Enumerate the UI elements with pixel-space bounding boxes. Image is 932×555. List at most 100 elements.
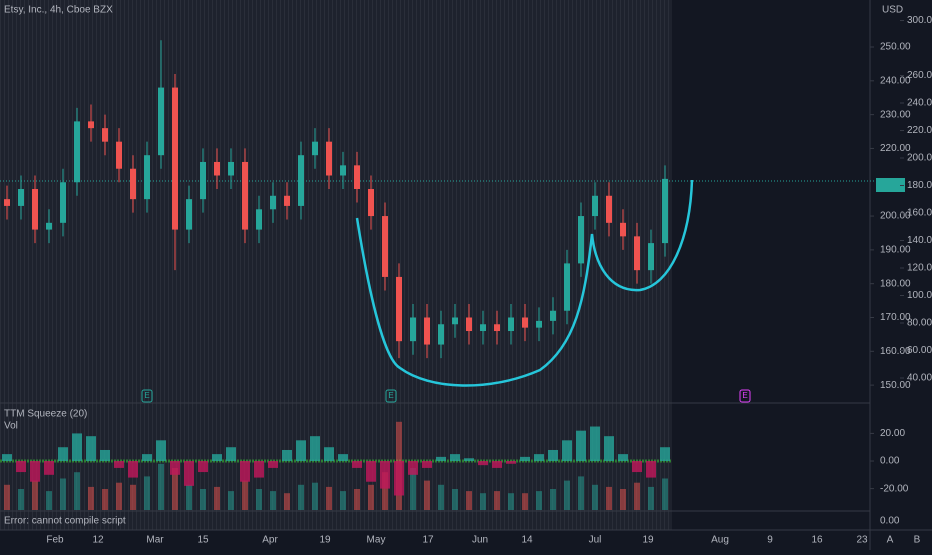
volume-label: Vol (4, 421, 18, 432)
volume-bar (242, 480, 248, 510)
y2-tick-label: 80.00 (907, 318, 932, 329)
volume-bar (382, 472, 388, 510)
y-tick-label: 170.00 (880, 312, 911, 323)
candle-body (60, 182, 66, 223)
volume-bar (592, 484, 598, 510)
squeeze-bar (86, 436, 96, 462)
squeeze-bar (268, 461, 278, 468)
squeeze-bar (646, 461, 656, 478)
volume-bar (172, 468, 178, 510)
candle-body (74, 121, 80, 183)
squeeze-bar (436, 456, 446, 462)
volume-bar (214, 486, 220, 510)
x-tick-label: Apr (262, 535, 278, 546)
squeeze-bar (604, 436, 614, 462)
candle-body (662, 178, 668, 244)
y-tick-label: 0.00 (880, 516, 900, 527)
y-tick-label: 230.00 (880, 109, 911, 120)
candle-body (4, 199, 10, 206)
candle-body (536, 320, 542, 328)
squeeze-bar (184, 461, 194, 486)
squeeze-bar (478, 461, 488, 466)
volume-bar (74, 472, 80, 510)
cup-handle-drawing (355, 179, 694, 387)
squeeze-bar (450, 454, 460, 462)
volume-bar (438, 484, 444, 510)
volume-bar (368, 484, 374, 510)
volume-bar (354, 489, 360, 510)
x-tick-label: Aug (711, 535, 729, 546)
volume-bar (4, 484, 10, 510)
volume-bar (326, 486, 332, 510)
squeeze-bar (16, 461, 26, 473)
y2-tick-label: 40.00 (907, 373, 932, 384)
y-tick-label: -20.00 (880, 483, 909, 494)
squeeze-bar (366, 461, 376, 482)
earnings-label: E (742, 391, 747, 400)
currency: USD (882, 5, 903, 16)
candle-body (550, 310, 556, 321)
squeeze-bar (72, 433, 82, 462)
candle-body (242, 161, 248, 230)
squeeze-bar (590, 426, 600, 462)
volume-bar (284, 493, 290, 510)
squeeze-bar (576, 430, 586, 462)
squeeze-bar (58, 447, 68, 462)
volume-bar (130, 484, 136, 510)
y2-tick-label: 300.00 (907, 15, 932, 26)
y2-tick-label: 240.00 (907, 98, 932, 109)
squeeze-bar (338, 454, 348, 462)
y2-tick-label: 60.00 (907, 345, 932, 356)
squeeze-bar (632, 461, 642, 473)
x-tick-label: 19 (319, 535, 331, 546)
volume-bar (480, 493, 486, 510)
x-tick-label: 19 (642, 535, 654, 546)
y-tick-label: 20.00 (880, 428, 905, 439)
candle-body (214, 161, 220, 176)
squeeze-bar (534, 454, 544, 462)
volume-bar (46, 491, 52, 510)
volume-bar (410, 468, 416, 510)
y-tick-label: 250.00 (880, 42, 911, 53)
candle-body (382, 216, 388, 277)
candle-body (578, 216, 584, 264)
button[interactable]: A (887, 535, 894, 546)
y2-tick-label: 160.00 (907, 208, 932, 219)
y-tick-label: 190.00 (880, 245, 911, 256)
candle-body (102, 128, 108, 142)
volume-bar (522, 493, 528, 510)
volume-bar (620, 489, 626, 510)
button[interactable]: B (914, 535, 921, 546)
y2-tick-label: 220.00 (907, 125, 932, 136)
error-message: Error: cannot compile script (4, 516, 126, 527)
volume-bar (116, 482, 122, 510)
y-tick-label: 220.00 (880, 143, 911, 154)
candle-body (298, 155, 304, 206)
x-tick-label: Jun (472, 535, 488, 546)
squeeze-bar (212, 454, 222, 462)
x-tick-label: 9 (767, 535, 773, 546)
price-label (876, 178, 905, 192)
squeeze-bar (30, 461, 40, 482)
squeeze-bar (198, 461, 208, 473)
session-stripes (0, 0, 672, 530)
earnings-marker (385, 389, 397, 403)
y2-tick-label: 200.00 (907, 153, 932, 164)
x-tick-label: May (367, 535, 386, 546)
volume-bar (550, 489, 556, 510)
candle-body (228, 161, 234, 176)
earnings-label: E (144, 391, 149, 400)
x-tick-label: 12 (92, 535, 104, 546)
y-tick-label: 150.00 (880, 380, 911, 391)
candle-body (620, 222, 626, 237)
candle-body (130, 168, 136, 200)
indicator-name: TTM Squeeze (20) (4, 409, 87, 420)
y2-tick-label: 140.00 (907, 235, 932, 246)
candle-body (410, 317, 416, 342)
volume-bar (564, 480, 570, 510)
candle-body (564, 263, 570, 311)
candle-body (648, 243, 654, 271)
squeeze-bar (114, 461, 124, 468)
volume-bar (88, 486, 94, 510)
squeeze-bar (548, 449, 558, 462)
